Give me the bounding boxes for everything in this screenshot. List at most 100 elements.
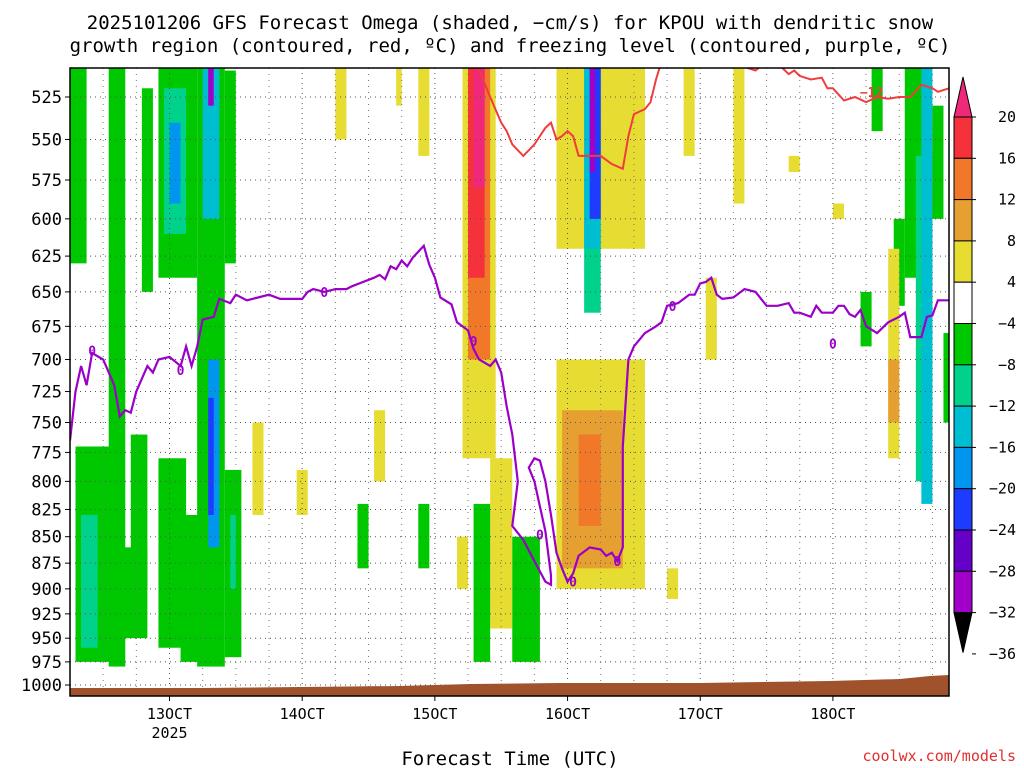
- omega-cell: [589, 68, 596, 173]
- dgz-contour-labels: −12: [860, 86, 883, 101]
- omega-cell: [252, 422, 264, 515]
- freezing-level-label: 0: [536, 529, 544, 544]
- colorbar-bin: [953, 240, 973, 283]
- y-tick-label: 525: [31, 88, 62, 108]
- y-tick-label: 950: [31, 629, 62, 649]
- omega-cell: [70, 68, 87, 264]
- colorbar-bin: [953, 446, 973, 490]
- omega-cell: [296, 469, 308, 515]
- colorbar-bin: [953, 157, 973, 201]
- omega-cell: [130, 434, 148, 589]
- omega-cell: [81, 514, 98, 648]
- y-tick-label: 825: [31, 500, 62, 520]
- omega-cell: [418, 68, 430, 156]
- colorbar-bin: [953, 570, 973, 614]
- freezing-level-label: 0: [88, 344, 96, 359]
- x-tick-label: 18OCT: [810, 705, 855, 723]
- y-tick-label: 550: [31, 130, 62, 150]
- y-tick-label: 725: [31, 383, 62, 403]
- y-tick-label: 750: [31, 413, 62, 433]
- omega-cell: [473, 503, 491, 662]
- colorbar-label: 20: [998, 108, 1016, 126]
- colorbar-label: −8: [998, 356, 1016, 374]
- y-tick-label: 700: [31, 351, 62, 371]
- colorbar-label: 8: [1007, 232, 1016, 250]
- colorbar-bin: [953, 323, 973, 366]
- freezing-level-label: 0: [177, 364, 185, 379]
- y-tick-label: 675: [31, 317, 62, 337]
- colorbar-label: −28: [989, 562, 1016, 580]
- freezing-level-label: 0: [829, 338, 837, 353]
- colorbar-label: −20: [989, 480, 1016, 498]
- omega-cell: [357, 503, 369, 569]
- colorbar-label: −32: [989, 604, 1016, 622]
- x-axis-label: Forecast Time (UTC): [401, 748, 618, 768]
- omega-cell: [456, 536, 469, 589]
- omega-cell: [871, 68, 883, 132]
- colorbar-bin: [953, 116, 973, 159]
- omega-cell: [208, 397, 214, 515]
- omega-cell: [396, 68, 402, 106]
- y-tick-label: 850: [31, 528, 62, 548]
- omega-cell: [667, 568, 679, 599]
- omega-cell: [224, 70, 236, 264]
- omega-cell: [208, 68, 214, 106]
- colorbar: 20 16 12 8 4 −4 −8 −12 −16 −20 −24 −28 −32 −36: [953, 76, 1016, 663]
- colorbar-label: −36: [989, 645, 1016, 663]
- x-tick-label: 14OCT: [280, 705, 325, 723]
- colorbar-bin: [953, 199, 973, 242]
- freezing-level-label: 0: [613, 555, 621, 570]
- x-tick-label: 17OCT: [678, 705, 723, 723]
- y-axis: 525 550 575 600 625 650 675 700 725 750 775 800 825 8…: [21, 88, 70, 696]
- y-tick-label: 625: [31, 247, 62, 267]
- omega-cell: [169, 122, 181, 204]
- freezing-level-label: 0: [470, 335, 478, 350]
- omega-cell: [578, 434, 601, 526]
- chart-title-line2: growth region (contoured, red, ºC) and f…: [70, 35, 951, 57]
- plot-area: 0 0 0 0 0 0 0 0 0 −12: [70, 68, 949, 696]
- x-tick-sublabel: 2025: [151, 724, 187, 742]
- watermark: coolwx.com/models: [862, 747, 1016, 765]
- omega-cell: [888, 359, 900, 423]
- omega-cell: [202, 68, 220, 219]
- omega-cell: [733, 68, 745, 204]
- colorbar-bin: [953, 281, 973, 325]
- omega-cell: [141, 88, 153, 292]
- freezing-level-label: 0: [569, 576, 577, 591]
- omega-cell: [633, 68, 645, 156]
- x-tick-label: 13OCT: [147, 705, 192, 723]
- freezing-level-contour: [70, 243, 949, 587]
- omega-cell: [335, 68, 347, 140]
- y-tick-label: 775: [31, 443, 62, 463]
- colorbar-label: 12: [998, 191, 1016, 209]
- y-tick-label: 925: [31, 605, 62, 625]
- colorbar-bin: [953, 529, 973, 572]
- y-tick-label: 650: [31, 283, 62, 303]
- omega-cell: [788, 155, 800, 173]
- dgz-label: −12: [860, 86, 883, 101]
- y-tick-label: 975: [31, 653, 62, 673]
- colorbar-label: −12: [989, 397, 1016, 415]
- colorbar-label: −4: [998, 315, 1016, 333]
- colorbar-label: 16: [998, 149, 1016, 167]
- colorbar-label: −24: [989, 521, 1016, 539]
- omega-cell: [490, 458, 513, 629]
- dgz-contour-upper: [689, 68, 949, 104]
- dgz-contour-lower: [476, 68, 661, 171]
- x-tick-label: 16OCT: [545, 705, 590, 723]
- colorbar-bottom-arrow: [953, 612, 973, 653]
- x-tick-label: 15OCT: [412, 705, 457, 723]
- omega-cell: [860, 291, 872, 347]
- colorbar-label: −16: [989, 438, 1016, 456]
- freezing-level-label: 0: [669, 300, 677, 315]
- colorbar-top-arrow: [953, 76, 973, 118]
- freezing-level-labels: 0 0 0 0 0 0 0 0 0: [88, 286, 837, 591]
- colorbar-label: 4: [1007, 273, 1016, 291]
- omega-cell: [374, 410, 386, 482]
- omega-cell: [832, 203, 844, 219]
- omega-cell: [921, 68, 933, 504]
- omega-cell: [705, 277, 717, 360]
- y-tick-label: 875: [31, 554, 62, 574]
- omega-cell: [230, 514, 236, 589]
